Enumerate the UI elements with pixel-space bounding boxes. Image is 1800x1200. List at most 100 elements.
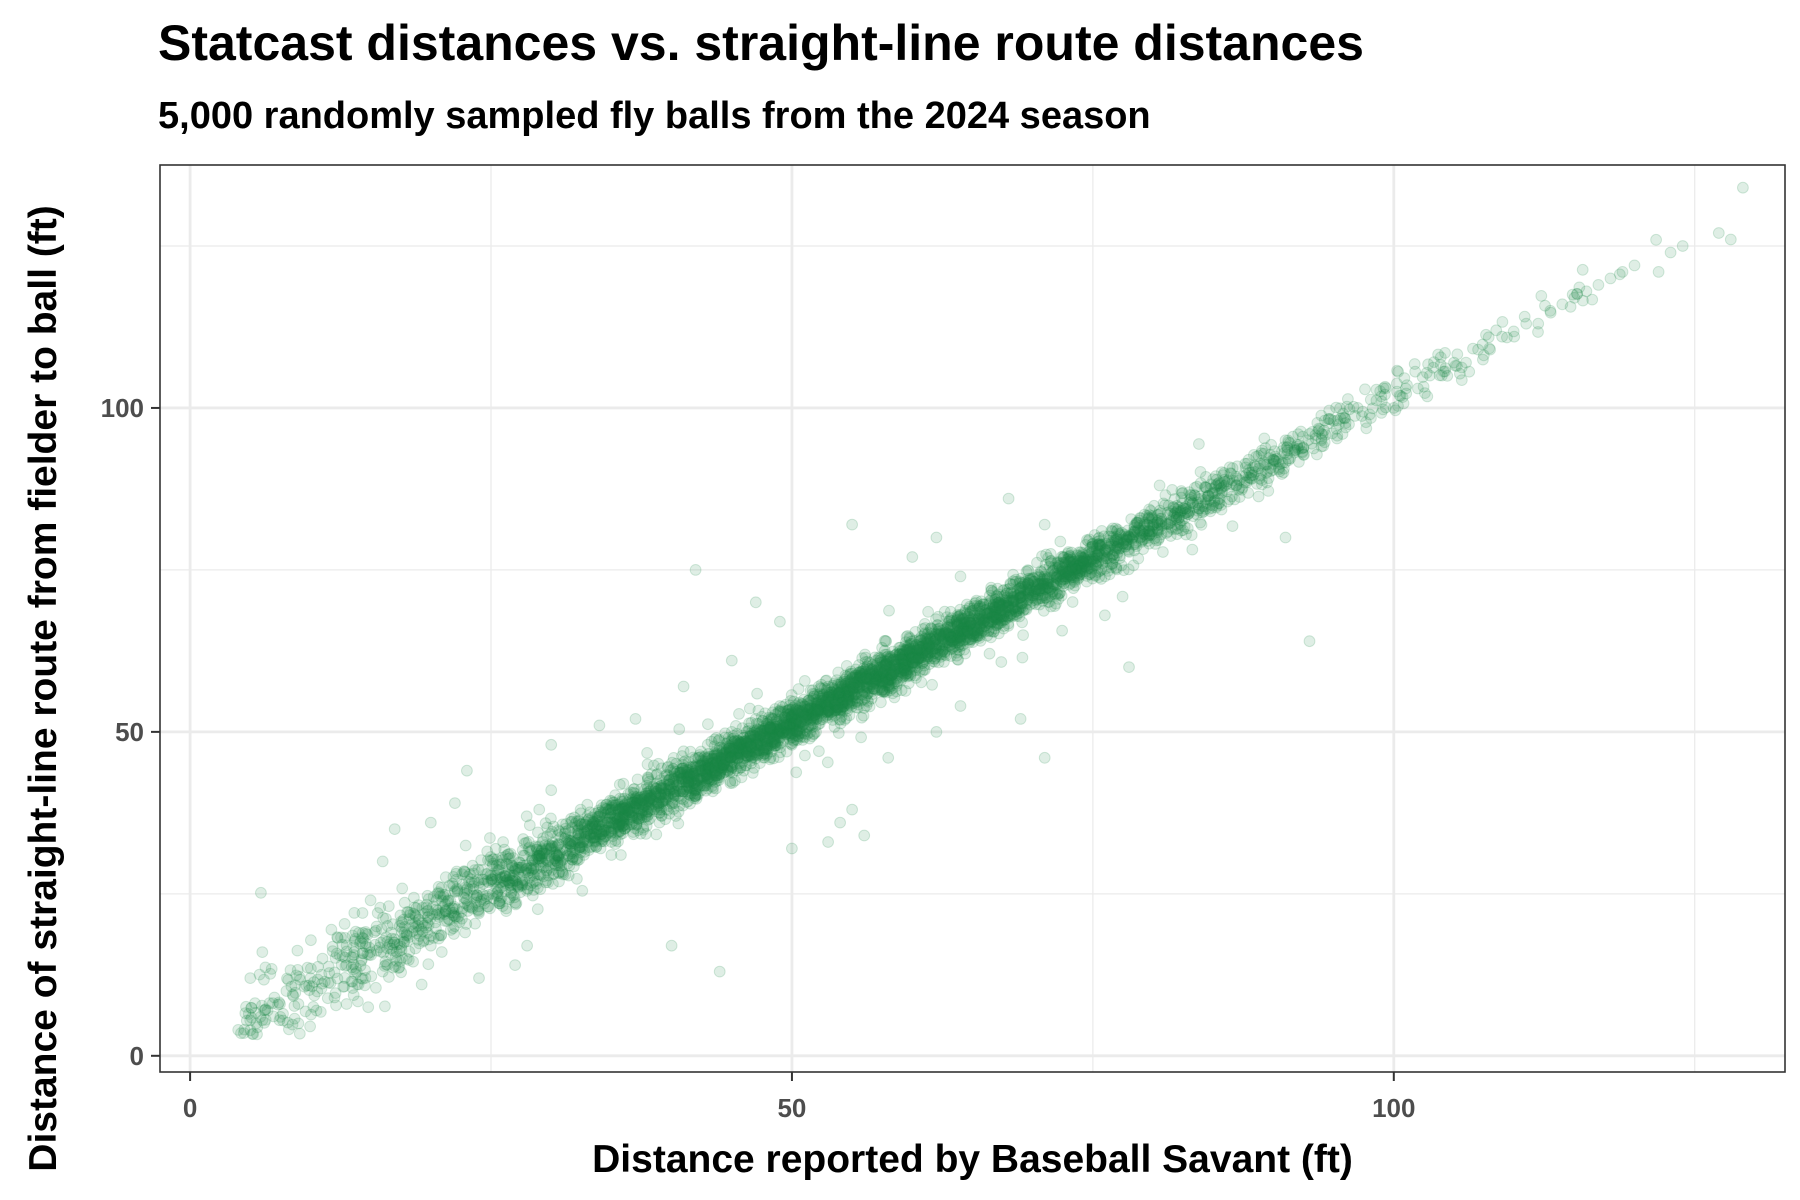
data-point (1073, 566, 1086, 579)
data-point (255, 886, 267, 899)
data-point (748, 724, 761, 737)
data-point (359, 940, 372, 953)
data-point (617, 810, 630, 823)
data-point (592, 804, 605, 817)
data-point (872, 674, 884, 687)
data-point (356, 927, 369, 939)
data-point (1020, 603, 1033, 616)
data-point (1273, 465, 1286, 478)
data-point (1086, 572, 1099, 585)
data-point (961, 624, 974, 636)
data-point (300, 979, 313, 992)
data-point (786, 709, 798, 722)
data-point (582, 824, 594, 837)
data-point (874, 681, 887, 694)
data-point (963, 631, 976, 643)
data-point (842, 692, 855, 704)
data-point (559, 868, 572, 881)
data-point (811, 701, 824, 714)
data-point (362, 1001, 375, 1014)
data-point (626, 796, 639, 809)
data-point (1006, 594, 1019, 606)
data-point (733, 748, 746, 760)
data-point (811, 706, 824, 719)
data-point (852, 678, 865, 691)
data-point (878, 635, 891, 647)
data-point (529, 875, 541, 888)
data-point (1604, 272, 1617, 285)
data-point (1181, 506, 1194, 518)
data-point (1179, 507, 1191, 519)
data-point (873, 683, 886, 696)
data-point (534, 869, 547, 882)
data-point (740, 736, 753, 749)
data-point (1099, 544, 1111, 557)
data-point (617, 777, 630, 790)
data-point (1172, 513, 1185, 526)
data-point (607, 822, 619, 835)
data-point (958, 621, 970, 634)
data-point (274, 998, 286, 1010)
data-point (1267, 453, 1280, 466)
data-point (1113, 549, 1126, 562)
data-point (785, 712, 798, 724)
data-point (530, 851, 543, 864)
data-point (677, 756, 690, 769)
data-point (1472, 343, 1484, 356)
data-point (796, 720, 808, 733)
data-point (953, 632, 966, 645)
data-point (580, 816, 592, 828)
data-point (1075, 563, 1088, 576)
data-point (484, 832, 496, 844)
data-point (889, 649, 901, 661)
data-point (1009, 573, 1022, 586)
data-point (997, 610, 1010, 623)
data-point (1038, 570, 1051, 582)
data-point (839, 688, 852, 701)
data-point (411, 933, 424, 946)
data-point (688, 777, 701, 789)
data-point (614, 825, 627, 838)
data-point (777, 722, 790, 734)
data-point (459, 839, 472, 852)
data-point (505, 859, 518, 872)
data-point (650, 800, 663, 813)
data-point (1460, 356, 1472, 369)
data-point (960, 621, 972, 634)
data-point (557, 868, 570, 881)
data-point (559, 822, 572, 835)
data-point (1057, 565, 1070, 578)
data-point (838, 714, 851, 726)
data-point (321, 992, 334, 1005)
data-point (954, 570, 967, 583)
data-point (831, 689, 844, 701)
data-point (702, 753, 715, 765)
data-point (699, 750, 711, 763)
data-point (1196, 506, 1209, 519)
data-point (523, 871, 536, 884)
data-point (364, 894, 377, 907)
data-point (491, 853, 503, 866)
data-point (412, 925, 425, 937)
data-point (571, 854, 584, 867)
data-point (635, 783, 648, 795)
data-point (846, 667, 858, 680)
data-point (486, 853, 499, 866)
data-point (315, 982, 328, 995)
data-point (526, 853, 538, 865)
data-point (409, 942, 422, 955)
data-point (1008, 595, 1020, 608)
data-point (751, 734, 764, 747)
data-point (1240, 469, 1252, 482)
data-point (628, 800, 640, 812)
data-point (559, 827, 571, 840)
data-point (886, 682, 899, 695)
data-point (1375, 395, 1388, 408)
data-point (1193, 438, 1205, 450)
data-point (609, 813, 621, 826)
data-point (834, 706, 846, 719)
data-point (1178, 520, 1191, 533)
data-point (624, 797, 636, 810)
data-point (798, 721, 811, 734)
data-point (232, 1024, 245, 1036)
